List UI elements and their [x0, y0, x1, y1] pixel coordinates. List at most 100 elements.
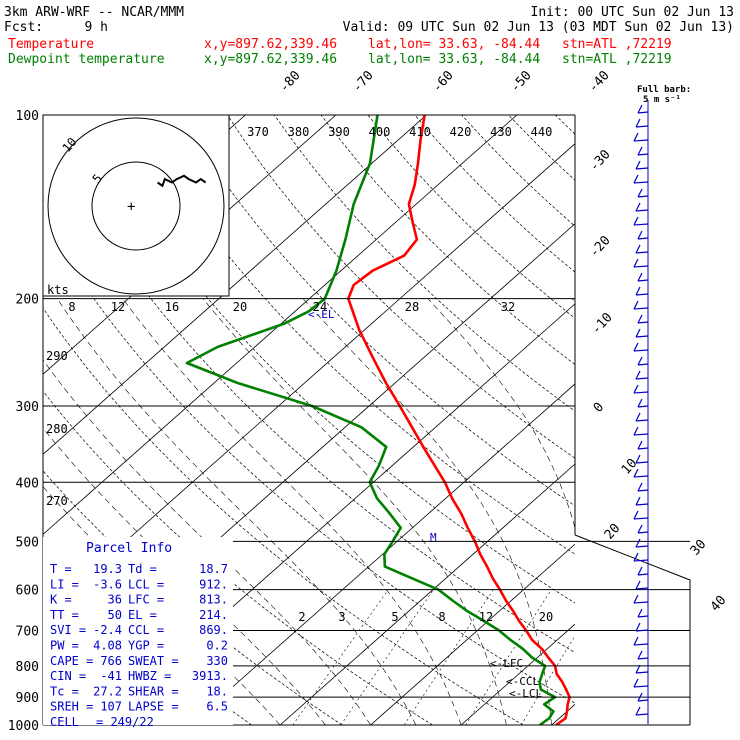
- pressure-label-600: 600: [16, 584, 39, 599]
- wind-barb-flag-36: [637, 608, 643, 618]
- isotherm--70: [43, 115, 427, 455]
- legend-dew-stn: stn=ATL ,72219: [562, 52, 672, 67]
- wind-barb-flag-15: [637, 314, 643, 324]
- wind-barb-staff-27: [637, 489, 649, 492]
- wind-barb-7: [635, 202, 649, 212]
- wind-barb-10: [635, 244, 649, 254]
- wind-barb-staff-1: [635, 125, 649, 128]
- wind-barb-19: [635, 370, 649, 380]
- parcel-label-2: K =: [50, 593, 72, 607]
- wind-barb-staff-41: [633, 685, 649, 688]
- theta-e-label-270: 270: [46, 494, 68, 508]
- el-label: <-EL: [308, 308, 335, 321]
- temp-label--60: -60: [430, 68, 457, 95]
- dry-adiabat-310: [43, 120, 575, 654]
- wind-barb-staff-36: [637, 615, 649, 618]
- pressure-label-100: 100: [16, 109, 39, 124]
- wind-barb-staff-35: [633, 601, 649, 604]
- parcel-label2-8: SHEAR =: [128, 684, 179, 698]
- wind-barb-41: [633, 678, 649, 688]
- wind-barb-staff-43: [635, 713, 649, 716]
- mr-label-lower-1: 3: [338, 610, 345, 624]
- wind-barb-36: [637, 608, 649, 618]
- temp-label--80: -80: [277, 68, 304, 95]
- wind-barb-staff-9: [637, 237, 649, 240]
- wind-barb-flag-9: [637, 230, 643, 240]
- wind-barb-flag-18: [637, 356, 643, 366]
- parcel-label-10: CELL: [50, 715, 79, 729]
- wind-barb-staff-38: [633, 643, 649, 646]
- header: 3km ARW-WRF -- NCAR/MMM Init: 00 UTC Sun…: [4, 5, 734, 105]
- lcl-label: <-LCL: [509, 687, 542, 700]
- wind-barb-flag-33: [637, 566, 643, 576]
- mr-label-upper-0: 8: [68, 300, 75, 314]
- wind-barb-staff-13: [635, 293, 649, 296]
- wind-barb-22: [635, 412, 649, 422]
- parcel-value-9: 107: [100, 700, 122, 714]
- wind-barb-29: [633, 510, 649, 520]
- mr-label-upper-4: 24: [313, 300, 327, 314]
- mixing-ratio-3: [340, 589, 434, 725]
- wind-barb-flag-14: [633, 300, 639, 310]
- wind-barb-40: [635, 664, 649, 674]
- pressure-label-700: 700: [16, 625, 39, 640]
- theta-e-label-290: 290: [46, 349, 68, 363]
- parcel-label-8: Tc =: [50, 684, 79, 698]
- wind-barb-28: [635, 496, 649, 506]
- wind-barb-9: [637, 230, 649, 240]
- wind-barb-12: [637, 272, 649, 282]
- wind-barb-flag-20: [633, 384, 639, 394]
- barb-units: 5 m s⁻¹: [643, 95, 681, 105]
- wind-barb-flag-25: [635, 454, 641, 464]
- hodograph-frame: [42, 114, 230, 297]
- wind-barb-15: [637, 314, 649, 324]
- fcst-value: 9 h: [85, 20, 108, 35]
- wind-barb-flag-29: [633, 510, 639, 520]
- wind-barb-5: [633, 174, 649, 184]
- theta-label-370: 370: [247, 125, 269, 139]
- pressure-label-900: 900: [16, 691, 39, 706]
- ccl-label: <-CCL: [506, 675, 539, 688]
- wind-barb-staff-33: [637, 573, 649, 576]
- wind-barb-staff-25: [635, 461, 649, 464]
- wind-barb-2: [633, 132, 649, 142]
- wind-barb-flag-8: [633, 216, 639, 226]
- wind-barb-38: [633, 636, 649, 646]
- parcel-value-0: 19.3: [93, 562, 122, 576]
- valid-time: Valid: 09 UTC Sun 02 Jun 13 (03 MDT Sun …: [343, 20, 734, 35]
- parcel-value2-8: 18.: [206, 684, 228, 698]
- wind-barb-staff-32: [633, 559, 649, 562]
- mr-label-lower-5: 20: [539, 610, 553, 624]
- theta-e-label-280: 280: [46, 422, 68, 436]
- wind-barb-staff-2: [633, 139, 649, 142]
- dry-adiabat-430: [602, 115, 740, 725]
- parcel-label2-5: YGP =: [128, 639, 164, 653]
- wind-barb-staff-10: [635, 251, 649, 254]
- wind-barb-staff-15: [637, 321, 649, 324]
- temp-label-20: 20: [602, 521, 624, 543]
- series-temperature: [346, 115, 571, 725]
- temp-label--70: -70: [350, 68, 377, 95]
- parcel-value-7: -41: [100, 669, 122, 683]
- parcel-title: Parcel Info: [86, 541, 172, 556]
- isotherm--20: [189, 383, 575, 725]
- mixing-ratio-20: [594, 590, 672, 725]
- dry-adiabat-370: [320, 115, 575, 365]
- pressure-label-400: 400: [16, 476, 39, 491]
- wind-barb-flag-39: [637, 650, 643, 660]
- wind-barb-30: [637, 524, 649, 534]
- wind-barb-staff-42: [637, 699, 649, 702]
- mr-label-upper-6: 32: [501, 300, 515, 314]
- lower-right-frame: [574, 534, 691, 725]
- dry-adiabat-360: [274, 115, 575, 412]
- parcel-value2-7: 3913.: [192, 669, 228, 683]
- wind-barb-26: [633, 468, 649, 478]
- wind-barb-21: [637, 398, 649, 408]
- dry-adiabat-340: [180, 115, 575, 507]
- wind-barb-32: [633, 552, 649, 562]
- dry-adiabat-290: [43, 307, 524, 725]
- series-dewpoint: [185, 115, 557, 725]
- wind-barb-23: [633, 426, 649, 436]
- hodo-origin: +: [127, 199, 135, 215]
